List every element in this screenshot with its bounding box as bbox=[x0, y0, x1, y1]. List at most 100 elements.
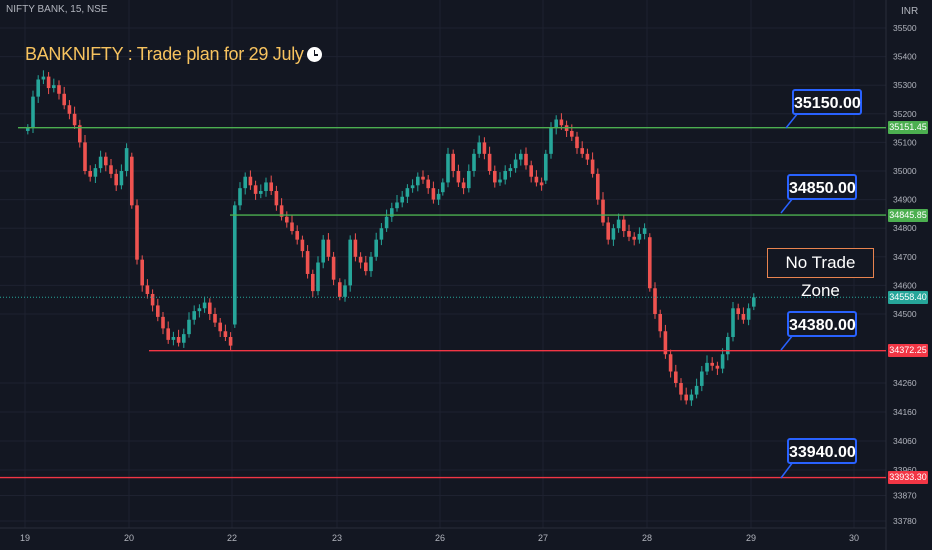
candle-body bbox=[171, 337, 176, 340]
price-tag-34845: 34845.85 bbox=[888, 208, 928, 222]
candle-body bbox=[410, 185, 415, 189]
candle-body bbox=[166, 328, 170, 340]
candle-body bbox=[300, 239, 305, 252]
y-tick-label: 33870 bbox=[893, 491, 917, 501]
candle-body bbox=[41, 76, 46, 80]
candle-body bbox=[575, 136, 579, 149]
callout-pointer bbox=[780, 197, 794, 214]
candle-body bbox=[213, 314, 217, 323]
candle-body bbox=[130, 156, 134, 206]
candle-body bbox=[379, 228, 384, 240]
candle-body bbox=[746, 308, 751, 320]
candle-body bbox=[248, 176, 253, 186]
candle-body bbox=[187, 319, 191, 335]
candle-body bbox=[104, 156, 108, 166]
candle-body bbox=[658, 314, 662, 332]
y-tick-label: 34900 bbox=[893, 195, 917, 205]
candle-body bbox=[674, 371, 678, 383]
candle-body bbox=[88, 171, 92, 177]
candle-body bbox=[570, 130, 574, 137]
candle-body bbox=[62, 93, 66, 106]
candle-body bbox=[26, 128, 30, 131]
candle-body bbox=[57, 85, 61, 94]
x-tick-label: 20 bbox=[124, 533, 134, 543]
candle-body bbox=[140, 259, 144, 286]
candle-body bbox=[295, 231, 299, 240]
candle-body bbox=[694, 385, 699, 395]
no-trade-zone-label: No Trade Zone bbox=[767, 248, 874, 300]
candle-body bbox=[622, 219, 626, 232]
candle-body bbox=[369, 256, 373, 272]
y-tick-label: 34260 bbox=[893, 378, 917, 388]
y-tick-label: 35500 bbox=[893, 23, 917, 33]
y-tick-label: 34160 bbox=[893, 407, 917, 417]
candle-body bbox=[269, 182, 273, 192]
candle-body bbox=[549, 128, 553, 154]
candle-body bbox=[441, 182, 445, 193]
y-tick-label: 35200 bbox=[893, 109, 917, 119]
candle-body bbox=[31, 96, 35, 129]
candle-body bbox=[648, 237, 652, 289]
candle-body bbox=[431, 188, 436, 200]
candle-body bbox=[135, 205, 139, 260]
x-tick-label: 27 bbox=[538, 533, 548, 543]
callout-pointer bbox=[785, 112, 799, 129]
candle-body bbox=[559, 119, 564, 126]
candle-body bbox=[689, 394, 694, 401]
price-tag-34372: 34372.25 bbox=[888, 344, 928, 358]
candle-body bbox=[524, 153, 528, 166]
candle-body bbox=[98, 156, 103, 169]
candle-body bbox=[487, 153, 492, 171]
candle-body bbox=[668, 354, 673, 372]
currency-label: INR bbox=[901, 6, 919, 17]
candle-body bbox=[601, 199, 605, 223]
candle-body bbox=[36, 79, 40, 97]
candle-body bbox=[109, 165, 113, 174]
x-tick-label: 19 bbox=[20, 533, 30, 543]
candle-body bbox=[663, 331, 668, 355]
y-tick-label: 34500 bbox=[893, 309, 917, 319]
level-callout-34380: 34380.00 bbox=[787, 311, 857, 337]
candle-body bbox=[456, 171, 461, 183]
candle-body bbox=[156, 305, 160, 317]
candle-body bbox=[46, 76, 51, 89]
candle-body bbox=[338, 282, 342, 297]
candle-body bbox=[253, 185, 258, 194]
candle-body bbox=[400, 196, 404, 203]
x-tick-label: 23 bbox=[332, 533, 342, 543]
candle-body bbox=[326, 239, 331, 257]
candle-body bbox=[642, 228, 647, 234]
candle-body bbox=[274, 191, 279, 206]
candle-body bbox=[150, 293, 155, 306]
candle-body bbox=[554, 119, 558, 129]
price-tag-35151: 35151.45 bbox=[888, 121, 928, 135]
x-tick-label: 26 bbox=[435, 533, 445, 543]
candle-body bbox=[374, 239, 378, 257]
candle-body bbox=[590, 159, 595, 174]
candle-body bbox=[364, 262, 368, 272]
candle-body bbox=[513, 159, 518, 169]
candle-body bbox=[606, 222, 610, 240]
candle-body bbox=[477, 142, 481, 154]
candle-body bbox=[467, 171, 471, 189]
candle-body bbox=[348, 239, 352, 286]
y-tick-label: 35000 bbox=[893, 166, 917, 176]
candle-body bbox=[145, 285, 150, 294]
candle-body bbox=[243, 176, 247, 189]
y-tick-label: 34060 bbox=[893, 436, 917, 446]
candle-body bbox=[726, 337, 730, 355]
y-tick-label: 34700 bbox=[893, 252, 917, 262]
candle-body bbox=[720, 354, 725, 369]
candle-body bbox=[124, 148, 129, 171]
candle-body bbox=[580, 148, 584, 154]
candle-body bbox=[416, 176, 420, 186]
candle-body bbox=[358, 256, 363, 263]
candle-body bbox=[405, 188, 410, 197]
candle-body bbox=[52, 85, 56, 89]
candle-body bbox=[482, 142, 487, 154]
candle-body bbox=[534, 176, 539, 183]
candle-body bbox=[228, 337, 233, 346]
candle-body bbox=[715, 365, 720, 369]
candle-body bbox=[202, 302, 207, 309]
